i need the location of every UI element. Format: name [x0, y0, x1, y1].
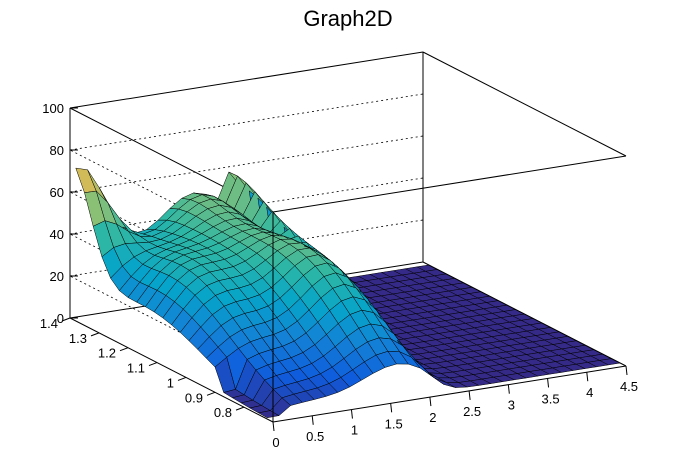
- x-tick-label: 1.5: [385, 416, 403, 431]
- top-front-edge: [272, 155, 627, 213]
- top-right-edge: [422, 51, 627, 157]
- y-tick-label: 1.4: [40, 316, 58, 331]
- x-axis-line: [272, 365, 627, 423]
- y-tick: [119, 347, 129, 352]
- x-tick: [586, 372, 589, 382]
- y-tick: [177, 376, 187, 381]
- x-tick-label: 3: [508, 398, 515, 413]
- y-tick: [61, 317, 71, 322]
- y-tick-label: 0.8: [214, 405, 232, 420]
- x-tick: [272, 421, 275, 432]
- x-tick-label: 0.5: [306, 429, 324, 444]
- surface-mesh: [75, 167, 621, 419]
- z-tick-label: 60: [50, 185, 64, 200]
- y-tick-label: 1.1: [127, 361, 145, 376]
- x-tick: [547, 378, 550, 388]
- x-tick-label: 2.5: [463, 404, 481, 419]
- z-tick-label: 40: [50, 227, 64, 242]
- y-tick: [90, 332, 100, 337]
- y-tick: [206, 391, 216, 396]
- y-tick-label: 1.2: [98, 346, 116, 361]
- z-tick-label: 100: [42, 101, 64, 116]
- x-tick-label: 1: [351, 423, 358, 438]
- x-tick-label: 4.5: [620, 379, 638, 394]
- x-tick-label: 2: [429, 410, 436, 425]
- top-back-edge: [69, 51, 424, 109]
- front-frame: [272, 51, 627, 423]
- x-tick-label: 3.5: [542, 391, 560, 406]
- x-tick-label: 4: [586, 385, 593, 400]
- x-tick: [507, 384, 510, 394]
- y-tick-label: 0.9: [185, 390, 203, 405]
- y-tick: [148, 362, 158, 367]
- x-tick: [429, 397, 432, 407]
- axis-ticks: 0 0.5 1 1.5 2 2.5 3 3.5 4 4.50.80.911.11.21.31.40…: [40, 101, 638, 450]
- z-tick-label: 0: [57, 311, 64, 326]
- z-grid-left: [69, 149, 274, 255]
- x-tick: [311, 415, 314, 425]
- x-tick: [390, 403, 393, 413]
- z-tick-label: 20: [50, 269, 64, 284]
- x-tick: [468, 390, 471, 400]
- x-tick: [625, 365, 628, 376]
- chart-title: Graph2D: [303, 6, 392, 31]
- x-tick: [350, 409, 353, 419]
- floor-right-edge: [422, 261, 627, 367]
- z-grid-left: [69, 275, 274, 381]
- x-tick-label: 0: [272, 435, 279, 450]
- y-tick-label: 1.3: [69, 331, 87, 346]
- y-tick-label: 1: [167, 375, 174, 390]
- y-tick: [235, 406, 245, 411]
- z-tick-label: 80: [50, 143, 64, 158]
- z-grid-back: [69, 93, 424, 151]
- floor-left-edge: [69, 317, 274, 423]
